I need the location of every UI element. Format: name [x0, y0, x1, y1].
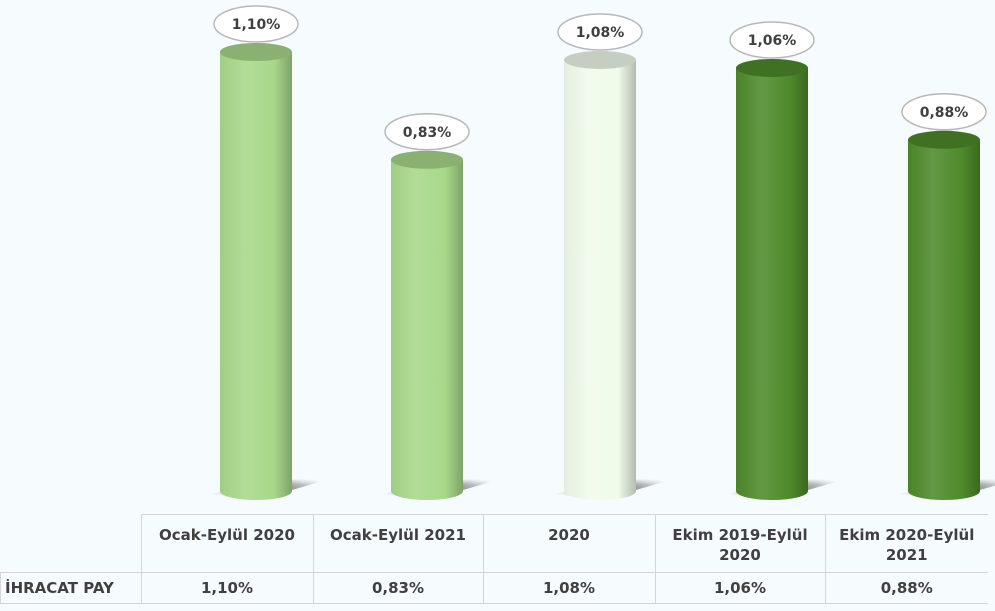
table-header-row: Ocak-Eylül 2020 Ocak-Eylül 2021 2020 Eki…	[0, 514, 988, 573]
data-label: 0,83%	[403, 125, 452, 141]
bar-group: 1,08%	[542, 13, 680, 500]
table-value-cell: 0,88%	[824, 572, 988, 604]
cylinder-bar-chart: 1,10% 0,83% 1,08% 1,06% 0,88%	[198, 5, 995, 501]
header-line: Ocak-Eylül 2020	[159, 526, 295, 544]
bar-top	[220, 43, 292, 61]
bar	[908, 139, 980, 501]
data-label-bubble	[384, 113, 470, 151]
data-label: 1,08%	[576, 25, 625, 41]
bar-group: 1,06%	[714, 21, 852, 501]
table-header-cell: Ocak-Eylül 2021	[312, 514, 484, 573]
bar-top	[564, 50, 636, 69]
data-label-bubble	[557, 13, 643, 51]
data-label-bubble	[901, 93, 987, 131]
bar-top	[391, 150, 463, 169]
table-header-cell: 2020	[482, 514, 656, 573]
header-line: Ocak-Eylül 2021	[330, 526, 466, 544]
table-header-cell: Ekim 2020-Eylül 2021	[824, 514, 988, 573]
header-line: 2020	[719, 546, 761, 564]
bar-group: 0,88%	[886, 93, 995, 501]
table-value-cell: 0,83%	[312, 572, 484, 604]
data-label: 1,10%	[232, 17, 281, 33]
header-line: 2020	[548, 526, 590, 544]
header-line: Ekim 2019-Eylül	[672, 526, 808, 544]
bar-group: 1,10%	[198, 5, 336, 500]
header-line: 2021	[885, 546, 928, 564]
table-header-cell: Ocak-Eylül 2020	[140, 514, 314, 573]
data-label-bubble	[213, 5, 299, 43]
table-value-row: İHRACAT PAY 1,10% 0,83% 1,08% 1,06% 0,88…	[0, 572, 988, 604]
table-value-cell: 1,06%	[654, 572, 826, 604]
data-label: 1,06%	[748, 33, 797, 49]
bar-group: 0,83%	[369, 113, 507, 500]
data-label-bubble	[729, 21, 815, 59]
data-table: Ocak-Eylül 2020 Ocak-Eylül 2021 2020 Eki…	[0, 514, 988, 604]
bar	[564, 59, 636, 500]
table-value-cell: 1,08%	[482, 572, 656, 604]
table-corner	[0, 514, 142, 573]
header-line: Ekim 2020-Eylül	[839, 526, 975, 544]
data-label: 0,88%	[920, 105, 969, 121]
bar	[391, 159, 463, 500]
bar-top	[908, 130, 980, 149]
bar-top	[736, 58, 808, 77]
table-header-cell: Ekim 2019-Eylül 2020	[654, 514, 826, 573]
bar	[220, 52, 292, 500]
table-value-cell: 1,10%	[140, 572, 314, 604]
bar	[736, 67, 808, 501]
table-row-label: İHRACAT PAY	[0, 572, 142, 604]
